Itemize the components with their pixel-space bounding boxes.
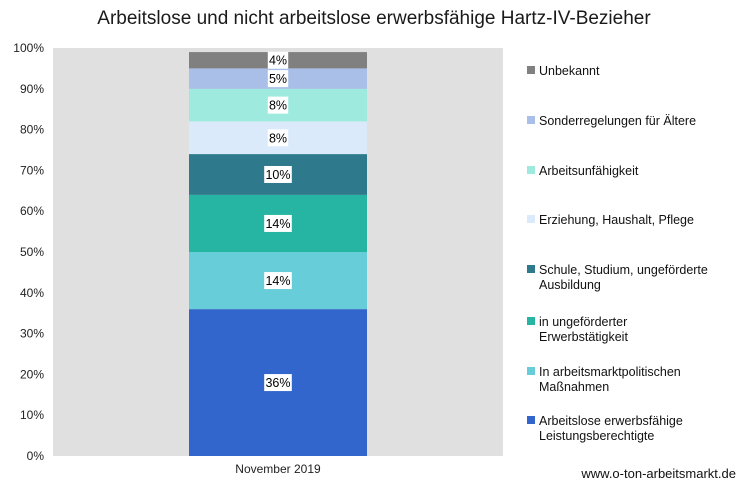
legend-swatch bbox=[527, 317, 535, 325]
data-label-box bbox=[267, 129, 289, 147]
legend-swatch bbox=[527, 265, 535, 273]
legend-label: In arbeitsmarktpolitischen bbox=[539, 365, 681, 379]
y-tick-label: 80% bbox=[20, 123, 44, 137]
data-label-box bbox=[267, 96, 289, 114]
y-tick-label: 20% bbox=[20, 367, 44, 381]
legend-swatch bbox=[527, 116, 535, 124]
y-tick-label: 60% bbox=[20, 204, 44, 218]
bar-stack: 36% 14% 14% 10% 8% 8% 5% 4% bbox=[189, 51, 367, 456]
legend-label: Arbeitsunfähigkeit bbox=[539, 164, 639, 178]
legend-label: Schule, Studium, ungeförderte bbox=[539, 263, 708, 277]
legend-swatch bbox=[527, 66, 535, 74]
x-tick-label: November 2019 bbox=[235, 462, 321, 476]
legend-label: Ausbildung bbox=[539, 278, 601, 292]
data-label-box bbox=[267, 51, 289, 69]
legend-label: Leistungsberechtigte bbox=[539, 429, 654, 443]
legend-label: Unbekannt bbox=[539, 64, 600, 78]
data-label: 8% bbox=[269, 99, 287, 113]
data-label: 14% bbox=[265, 217, 290, 231]
y-tick-label: 50% bbox=[20, 245, 44, 259]
legend-label: Arbeitslose erwerbsfähige bbox=[539, 414, 683, 428]
data-label-box bbox=[264, 374, 292, 392]
source-url: www.o-ton-arbeitsmarkt.de bbox=[581, 466, 736, 481]
legend-swatch bbox=[527, 416, 535, 424]
y-tick-label: 10% bbox=[20, 408, 44, 422]
data-label: 4% bbox=[269, 54, 287, 68]
data-label-box bbox=[264, 214, 292, 232]
legend-swatch bbox=[527, 367, 535, 375]
y-tick-label: 100% bbox=[13, 41, 44, 55]
legend-label: in ungeförderter bbox=[539, 315, 627, 329]
chart-title: Arbeitslose und nicht arbeitslose erwerb… bbox=[97, 8, 651, 29]
legend-label: Erwerbstätigkeit bbox=[539, 330, 628, 344]
y-tick-label: 90% bbox=[20, 82, 44, 96]
legend-label: Erziehung, Haushalt, Pflege bbox=[539, 213, 694, 227]
y-tick-label: 0% bbox=[27, 449, 45, 463]
data-label: 5% bbox=[269, 72, 287, 86]
data-label-box bbox=[267, 70, 289, 88]
data-label-box bbox=[264, 165, 292, 183]
legend-label: Maßnahmen bbox=[539, 380, 609, 394]
data-label: 8% bbox=[269, 131, 287, 145]
data-label: 36% bbox=[265, 376, 290, 390]
legend-swatch bbox=[527, 215, 535, 223]
legend-label: Sonderregelungen für Ältere bbox=[539, 114, 696, 128]
y-axis: 0% 10% 20% 30% 40% 50% 60% 70% 80% 90% 100% bbox=[13, 41, 44, 463]
data-label: 14% bbox=[265, 274, 290, 288]
y-tick-label: 30% bbox=[20, 327, 44, 341]
legend-swatch bbox=[527, 166, 535, 174]
x-axis: November 2019 bbox=[235, 462, 321, 476]
data-label: 10% bbox=[265, 168, 290, 182]
y-tick-label: 40% bbox=[20, 286, 44, 300]
data-label-box bbox=[264, 272, 292, 290]
y-tick-label: 70% bbox=[20, 163, 44, 177]
legend: Unbekannt Sonderregelungen für Ältere Arbe… bbox=[527, 64, 708, 443]
